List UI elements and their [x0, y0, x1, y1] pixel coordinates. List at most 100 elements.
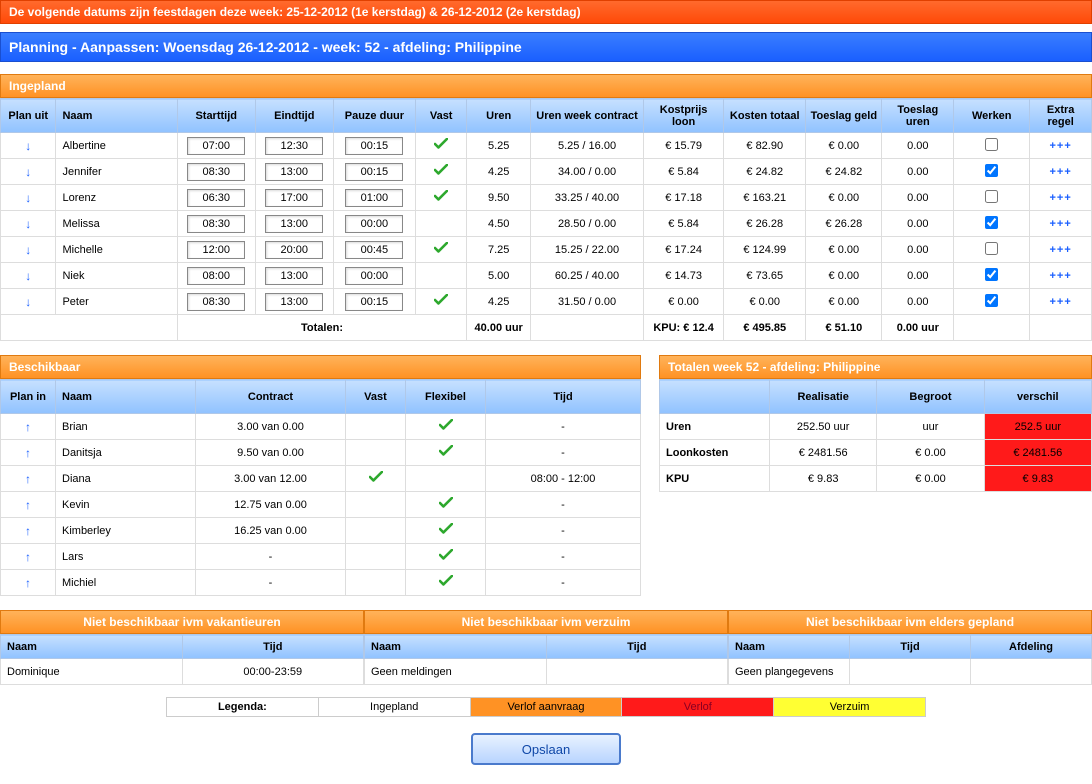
cell-vast: [415, 237, 466, 263]
plan-uit-arrow-icon[interactable]: ↓: [25, 165, 31, 179]
eindtijd-input[interactable]: [265, 163, 323, 181]
cell-naam: Lars: [56, 544, 196, 570]
starttijd-input[interactable]: [187, 137, 245, 155]
col-plan-in: Plan in: [1, 380, 56, 414]
beschikbaar-row: ↑Diana3.00 van 12.0008:00 - 12:00: [1, 466, 641, 492]
werken-checkbox[interactable]: [985, 164, 998, 177]
plan-uit-arrow-icon[interactable]: ↓: [25, 269, 31, 283]
cell-uren-week: 60.25 / 40.00: [531, 263, 644, 289]
legend-ingepland: Ingepland: [319, 698, 471, 716]
cell-flex: [406, 518, 486, 544]
week-total-row: KPU€ 9.83€ 0.00€ 9.83: [660, 466, 1092, 492]
extra-regel-button[interactable]: +++: [1049, 270, 1071, 282]
werken-checkbox[interactable]: [985, 294, 998, 307]
save-button[interactable]: Opslaan: [471, 733, 621, 765]
cell-toeslag-uren: 0.00: [882, 185, 954, 211]
cell-toeslag-uren: 0.00: [882, 133, 954, 159]
section-ingepland-header: Ingepland: [0, 74, 1092, 98]
plan-in-arrow-icon[interactable]: ↑: [25, 472, 31, 486]
eindtijd-input[interactable]: [265, 293, 323, 311]
col-tijd: Tijd: [182, 635, 364, 659]
starttijd-input[interactable]: [187, 215, 245, 233]
plan-in-arrow-icon[interactable]: ↑: [25, 498, 31, 512]
pauze-input[interactable]: [345, 163, 403, 181]
starttijd-input[interactable]: [187, 267, 245, 285]
section-week-totals-header: Totalen week 52 - afdeling: Philippine: [659, 355, 1092, 379]
col-eindtijd: Eindtijd: [255, 99, 333, 133]
eindtijd-input[interactable]: [265, 137, 323, 155]
cell-uren: 4.50: [467, 211, 531, 237]
starttijd-input[interactable]: [187, 241, 245, 259]
plan-uit-arrow-icon[interactable]: ↓: [25, 217, 31, 231]
cell-kosten-totaal: € 124.99: [724, 237, 806, 263]
werken-checkbox[interactable]: [985, 268, 998, 281]
pauze-input[interactable]: [345, 189, 403, 207]
col-werken: Werken: [954, 99, 1030, 133]
werken-checkbox[interactable]: [985, 242, 998, 255]
totals-kpu: KPU: € 12.4: [644, 315, 724, 341]
plan-in-arrow-icon[interactable]: ↑: [25, 420, 31, 434]
cell-realisatie: € 2481.56: [770, 440, 877, 466]
werken-checkbox[interactable]: [985, 190, 998, 203]
cell-realisatie: € 9.83: [770, 466, 877, 492]
col-plan-uit: Plan uit: [1, 99, 56, 133]
cell-vast: [346, 440, 406, 466]
pauze-input[interactable]: [345, 293, 403, 311]
werken-checkbox[interactable]: [985, 138, 998, 151]
cell-begroot: € 0.00: [877, 466, 984, 492]
section-beschikbaar-header: Beschikbaar: [0, 355, 641, 379]
werken-checkbox[interactable]: [985, 216, 998, 229]
cell-kosten-totaal: € 0.00: [724, 289, 806, 315]
plan-in-arrow-icon[interactable]: ↑: [25, 524, 31, 538]
elders-table: Naam Tijd Afdeling Geen plangegevens: [728, 634, 1092, 685]
legend-verlof-aanvraag: Verlof aanvraag: [471, 698, 623, 716]
plan-in-arrow-icon[interactable]: ↑: [25, 446, 31, 460]
starttijd-input[interactable]: [187, 163, 245, 181]
cell-tijd: -: [486, 414, 641, 440]
pauze-input[interactable]: [345, 267, 403, 285]
extra-regel-button[interactable]: +++: [1049, 192, 1071, 204]
vakantie-table: Naam Tijd Dominique00:00-23:59: [0, 634, 364, 685]
eindtijd-input[interactable]: [265, 241, 323, 259]
plan-uit-arrow-icon[interactable]: ↓: [25, 243, 31, 257]
totals-label: Totalen:: [177, 315, 467, 341]
plan-uit-arrow-icon[interactable]: ↓: [25, 139, 31, 153]
cell-label: KPU: [660, 466, 770, 492]
eindtijd-input[interactable]: [265, 189, 323, 207]
extra-regel-button[interactable]: +++: [1049, 244, 1071, 256]
extra-regel-button[interactable]: +++: [1049, 296, 1071, 308]
cell-vast: [415, 185, 466, 211]
ingepland-row: ↓Jennifer4.2534.00 / 0.00€ 5.84€ 24.82€ …: [1, 159, 1092, 185]
plan-uit-arrow-icon[interactable]: ↓: [25, 295, 31, 309]
cell-toeslag-uren: 0.00: [882, 237, 954, 263]
extra-regel-button[interactable]: +++: [1049, 218, 1071, 230]
col-afdeling: Afdeling: [971, 635, 1092, 659]
cell-toeslag-uren: 0.00: [882, 159, 954, 185]
pauze-input[interactable]: [345, 215, 403, 233]
cell-uren: 5.25: [467, 133, 531, 159]
plan-in-arrow-icon[interactable]: ↑: [25, 550, 31, 564]
cell-contract: -: [196, 570, 346, 596]
eindtijd-input[interactable]: [265, 215, 323, 233]
plan-in-arrow-icon[interactable]: ↑: [25, 576, 31, 590]
pauze-input[interactable]: [345, 241, 403, 259]
starttijd-input[interactable]: [187, 189, 245, 207]
cell-uren: 7.25: [467, 237, 531, 263]
extra-regel-button[interactable]: +++: [1049, 140, 1071, 152]
extra-regel-button[interactable]: +++: [1049, 166, 1071, 178]
cell-verschil: € 9.83: [984, 466, 1091, 492]
cell-kosten-totaal: € 163.21: [724, 185, 806, 211]
cell-contract: 3.00 van 0.00: [196, 414, 346, 440]
check-icon: [439, 523, 453, 535]
cell-naam: Jennifer: [56, 159, 177, 185]
starttijd-input[interactable]: [187, 293, 245, 311]
cell-toeslag-geld: € 0.00: [806, 185, 882, 211]
section-elders-header: Niet beschikbaar ivm elders gepland: [728, 610, 1092, 634]
cell-label: Loonkosten: [660, 440, 770, 466]
ingepland-row: ↓Albertine5.255.25 / 16.00€ 15.79€ 82.90…: [1, 133, 1092, 159]
plan-uit-arrow-icon[interactable]: ↓: [25, 191, 31, 205]
col-verschil: verschil: [984, 380, 1091, 414]
cell-vast: [415, 159, 466, 185]
eindtijd-input[interactable]: [265, 267, 323, 285]
pauze-input[interactable]: [345, 137, 403, 155]
